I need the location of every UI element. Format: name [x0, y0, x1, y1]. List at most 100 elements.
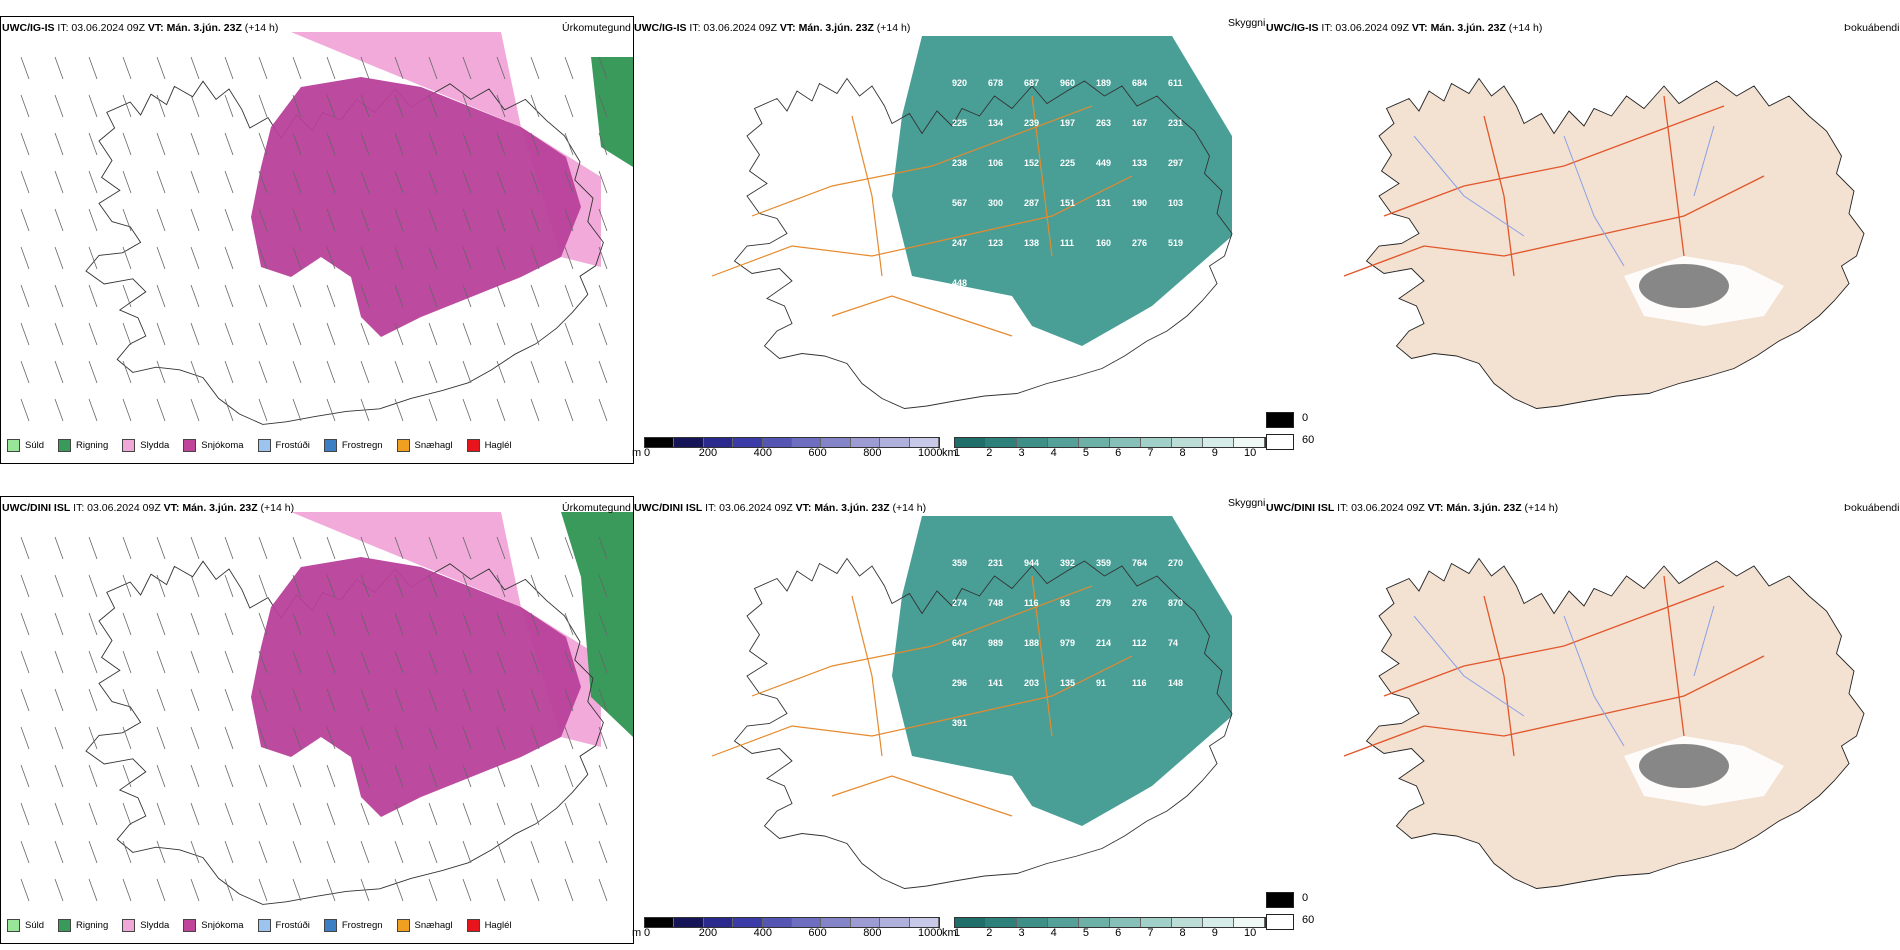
wind-barb	[20, 726, 30, 750]
colorbar-tick: 1000	[918, 927, 943, 939]
wind-barb	[428, 208, 438, 232]
wind-barb	[190, 840, 200, 864]
wind-barb	[530, 246, 540, 270]
legend-item: Frostregn	[323, 439, 383, 452]
wind-barb	[394, 246, 404, 270]
wind-barb	[122, 170, 132, 194]
colorbar-tick: 200	[698, 927, 718, 939]
river	[1563, 135, 1625, 267]
colorbar-bin	[880, 918, 910, 927]
legend-label: Snjókoma	[201, 920, 244, 931]
colorbar-bin	[1079, 438, 1110, 447]
peak-height-label: 296	[952, 678, 967, 688]
peak-height-label: 123	[988, 238, 1003, 248]
wind-barb	[258, 360, 268, 384]
valid-time-label: VT:	[147, 22, 164, 34]
wind-barb	[564, 56, 574, 80]
wind-barb	[54, 322, 64, 346]
model-header: UWC/DINI ISL IT: 03.06.2024 09Z VT: Mán.…	[2, 502, 294, 514]
wind-barb	[598, 878, 608, 902]
peak-height-label: 519	[1168, 238, 1183, 248]
wind-barb	[258, 398, 268, 422]
wind-barb	[530, 284, 540, 308]
wind-barb	[496, 246, 506, 270]
fog-legend-swatch	[1266, 914, 1294, 930]
peak-height-label: 106	[988, 158, 1003, 168]
peak-height-label: 276	[1132, 598, 1147, 608]
peak-height-label: 359	[952, 558, 967, 568]
legend-label: Súld	[25, 920, 45, 931]
wind-barb	[598, 56, 608, 80]
wind-barb	[54, 612, 64, 636]
wind-barb	[564, 840, 574, 864]
wind-barb	[20, 56, 30, 80]
colorbar-bin	[880, 438, 910, 447]
wind-barb	[224, 650, 234, 674]
wind-barb	[20, 208, 30, 232]
wind-barb	[190, 322, 200, 346]
wind-barb	[224, 398, 234, 422]
peak-height-label: 160	[1096, 238, 1111, 248]
wind-barb	[156, 574, 166, 598]
wind-barb	[496, 726, 506, 750]
wind-barb	[224, 764, 234, 788]
wind-barb	[462, 246, 472, 270]
wind-barb	[394, 878, 404, 902]
model-header: UWC/DINI ISL IT: 03.06.2024 09Z VT: Mán.…	[634, 502, 926, 514]
rain-area	[561, 512, 633, 737]
precip-type-panel: Súld Rigning Slydda Snjókoma Frostúði Frostre…	[0, 496, 634, 944]
colorbar-bin	[986, 438, 1017, 447]
init-time: IT: 03.06.2024 09Z	[689, 22, 777, 34]
fog-map	[1343, 77, 1865, 409]
colorbar-bin	[674, 918, 704, 927]
wind-barb	[462, 612, 472, 636]
road	[1663, 95, 1685, 257]
low-visibility-area	[892, 516, 1232, 826]
wind-barb	[54, 284, 64, 308]
colorbar-bin	[1172, 438, 1203, 447]
wind-barb	[258, 170, 268, 194]
wind-barb	[190, 574, 200, 598]
colorbar-bin	[986, 918, 1017, 927]
wind-barb	[564, 536, 574, 560]
fog-legend-label: 60	[1302, 914, 1315, 926]
wind-barb	[326, 360, 336, 384]
colorbar-bin	[733, 438, 763, 447]
wind-barb	[20, 360, 30, 384]
wind-barb	[224, 322, 234, 346]
row-ig-is: Súld Rigning Slydda Snjókoma Frostúði Frostre…	[0, 0, 1900, 470]
model-header: UWC/IG-IS IT: 03.06.2024 09Z VT: Mán. 3.…	[2, 22, 278, 34]
road	[1383, 105, 1725, 217]
colorbar-bin	[1141, 438, 1172, 447]
wind-barb	[20, 398, 30, 422]
wind-barb	[190, 536, 200, 560]
wind-barb	[54, 94, 64, 118]
colorbar-tick: 9	[1211, 927, 1218, 939]
wind-barb	[292, 56, 302, 80]
wind-barb	[326, 650, 336, 674]
wind-barb	[326, 208, 336, 232]
valid-time-label: VT:	[163, 502, 180, 514]
peak-height-label: 134	[988, 118, 1003, 128]
wind-barb	[462, 802, 472, 826]
wind-barb	[122, 360, 132, 384]
valid-time: Mán. 3.jún. 23Z	[166, 22, 242, 34]
wind-barb	[530, 94, 540, 118]
wind-barb	[54, 398, 64, 422]
wind-barb	[496, 802, 506, 826]
wind-barb	[20, 170, 30, 194]
wind-barb	[88, 536, 98, 560]
wind-barb	[258, 764, 268, 788]
colorbar-strip	[644, 437, 940, 448]
colorbar-strip	[644, 917, 940, 928]
legend-swatch	[58, 919, 72, 932]
colorbar-tick: 10	[1244, 927, 1257, 939]
wind-barb	[20, 650, 30, 674]
wind-barb	[20, 574, 30, 598]
peak-height-label: 167	[1132, 118, 1147, 128]
legend-swatch	[323, 439, 337, 452]
wind-barb	[326, 94, 336, 118]
fog-legend-swatch	[1266, 412, 1294, 428]
wind-barb	[258, 536, 268, 560]
wind-barb	[292, 688, 302, 712]
